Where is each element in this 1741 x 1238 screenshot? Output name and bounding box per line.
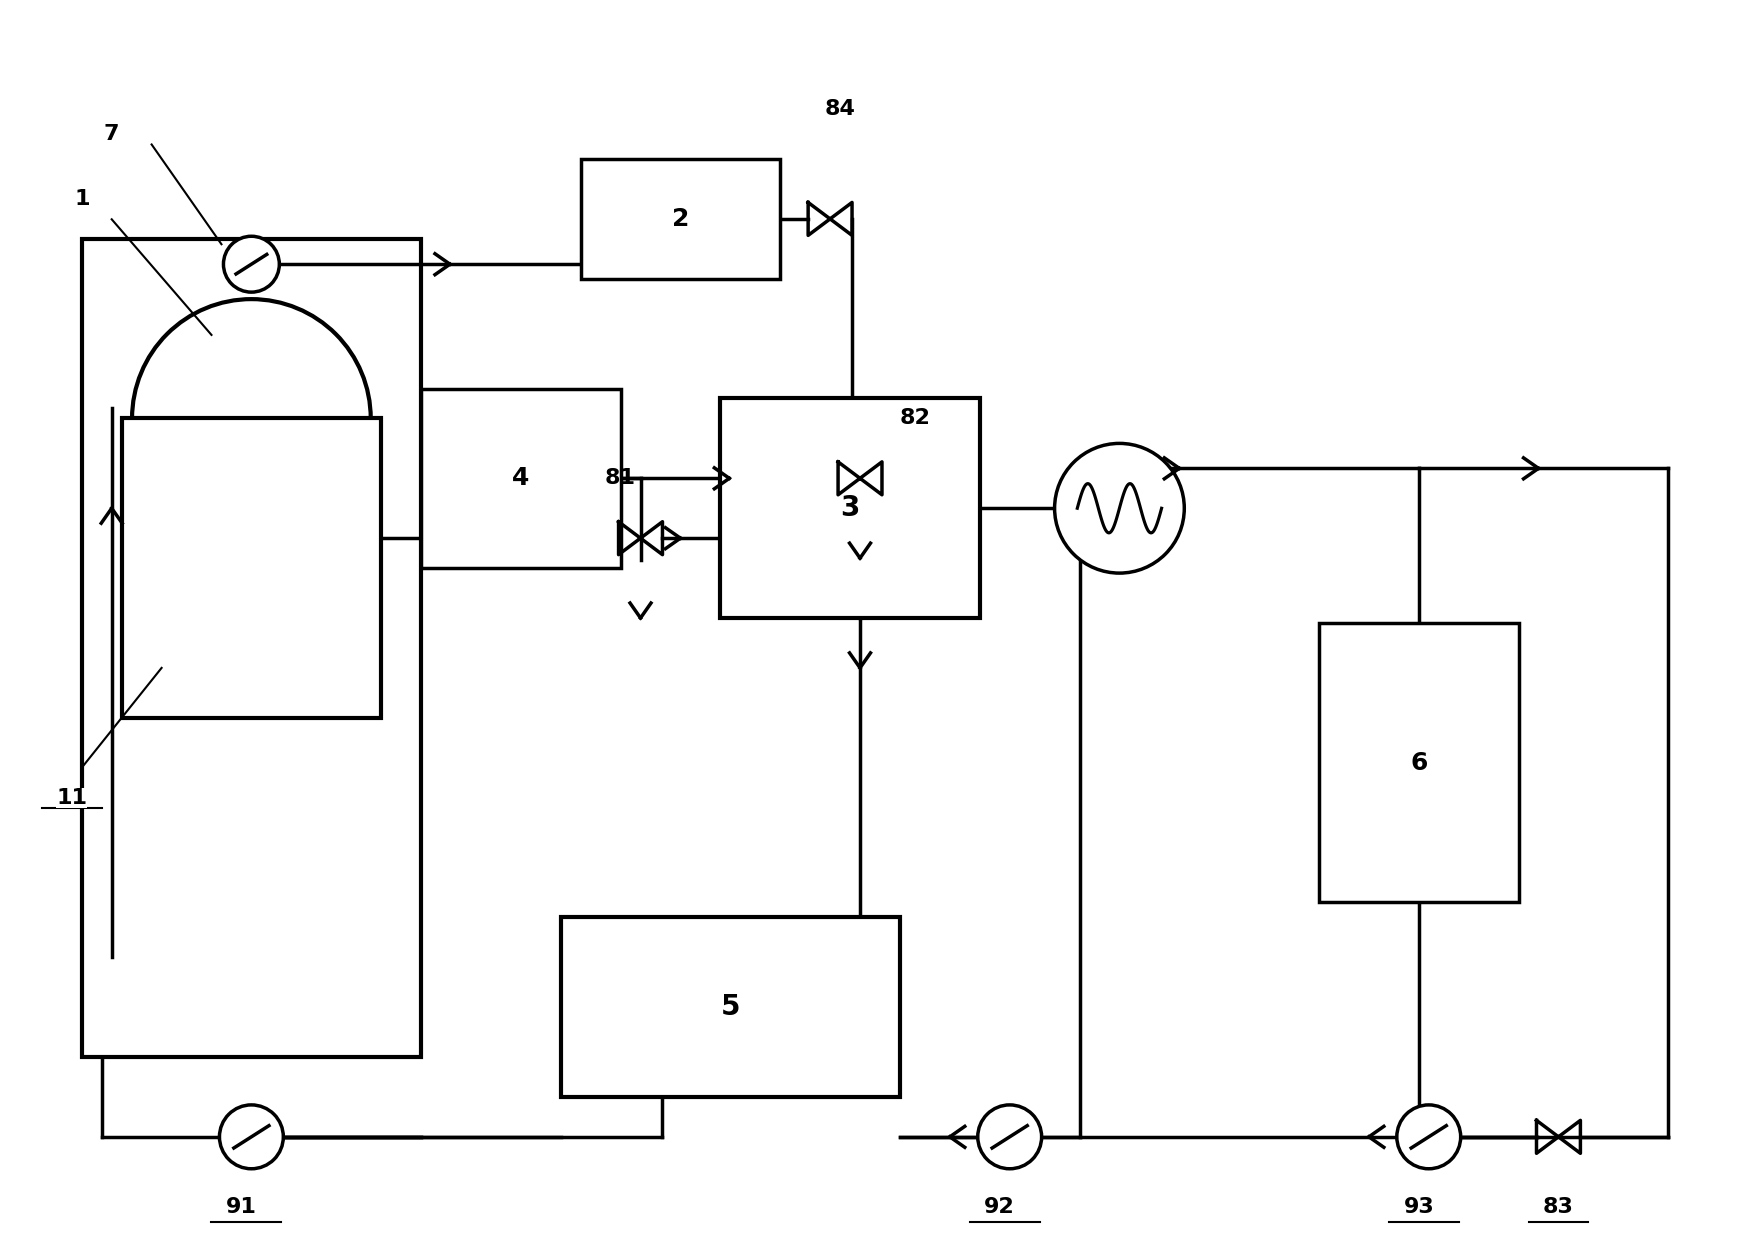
Circle shape xyxy=(1055,443,1184,573)
Text: 2: 2 xyxy=(672,207,689,232)
Text: 1: 1 xyxy=(75,189,89,209)
Text: 81: 81 xyxy=(606,468,635,488)
Text: 6: 6 xyxy=(1410,750,1428,775)
Text: 91: 91 xyxy=(226,1197,258,1217)
Bar xyxy=(421,389,620,568)
Text: 11: 11 xyxy=(56,787,87,807)
Text: 4: 4 xyxy=(512,467,529,490)
Bar xyxy=(82,239,421,1057)
Circle shape xyxy=(219,1104,284,1169)
Bar xyxy=(581,158,780,279)
Bar xyxy=(561,917,900,1097)
Text: 84: 84 xyxy=(825,99,855,119)
Bar xyxy=(721,399,980,618)
Text: 93: 93 xyxy=(1403,1197,1435,1217)
Text: 5: 5 xyxy=(721,993,740,1021)
Circle shape xyxy=(223,236,279,292)
Text: 82: 82 xyxy=(900,409,931,428)
Bar xyxy=(122,418,381,718)
Text: 7: 7 xyxy=(104,125,120,145)
Bar xyxy=(1320,623,1518,903)
Circle shape xyxy=(978,1104,1041,1169)
Text: 3: 3 xyxy=(841,494,860,522)
Text: 83: 83 xyxy=(1543,1197,1574,1217)
Circle shape xyxy=(1396,1104,1461,1169)
Text: 92: 92 xyxy=(984,1197,1015,1217)
